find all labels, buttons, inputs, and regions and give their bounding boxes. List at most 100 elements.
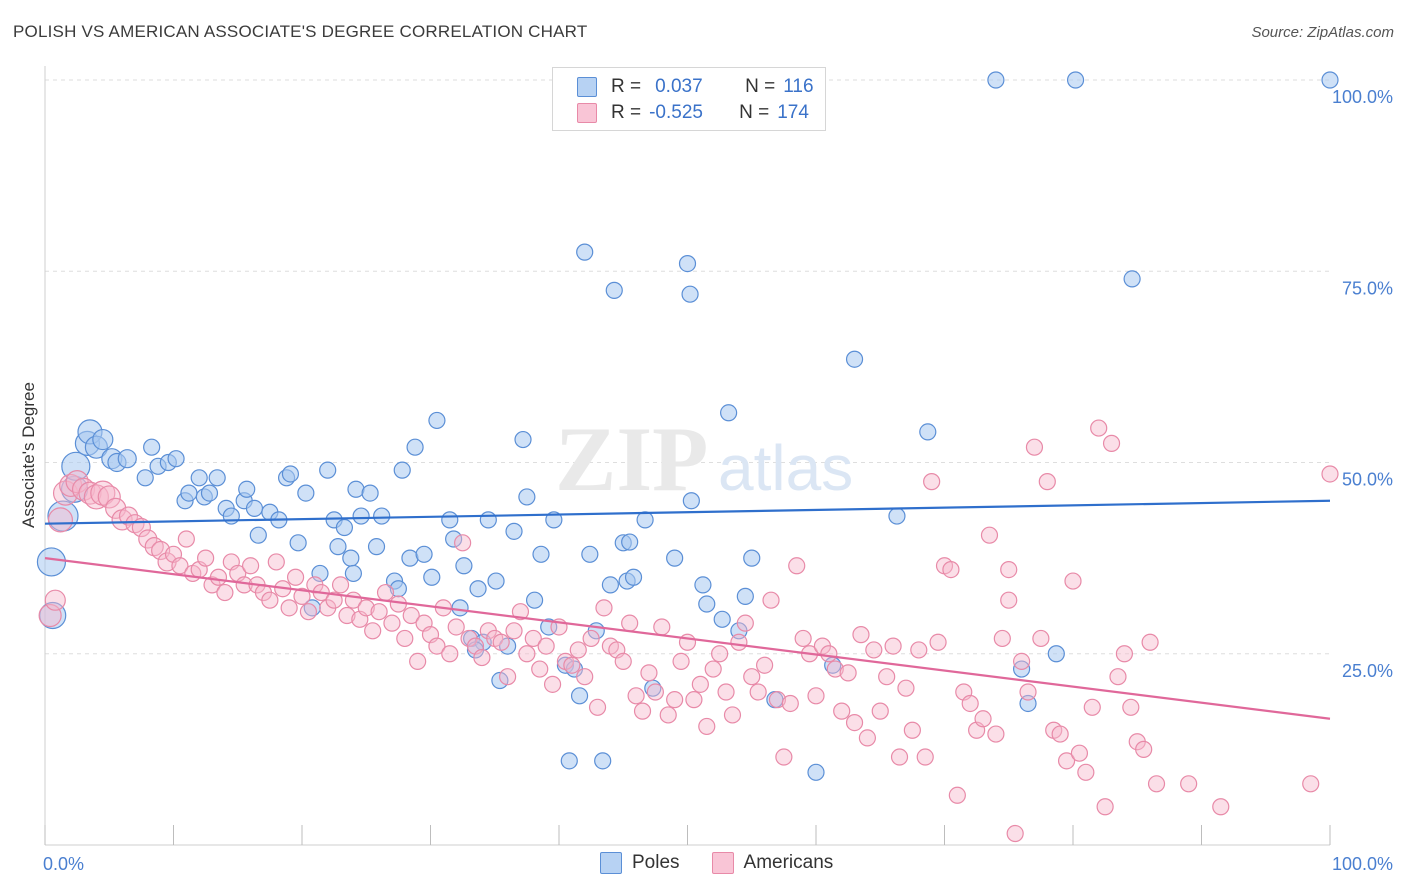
legend-row-americans: R = -0.525 N = 174 — [577, 101, 809, 125]
americans-point — [1109, 668, 1127, 686]
poles-point — [406, 438, 424, 456]
poles-point — [621, 533, 639, 551]
poles-point — [423, 568, 441, 586]
americans-point — [653, 618, 671, 636]
americans-point — [286, 568, 305, 586]
americans-point — [755, 656, 774, 674]
poles-point — [200, 484, 219, 502]
americans-point — [1077, 763, 1095, 781]
tick-labels: 25.0% 50.0% 75.0% 100.0% 0.0% 100.0% — [43, 87, 1393, 874]
chart-title: POLISH VS AMERICAN ASSOCIATE'S DEGREE CO… — [13, 22, 588, 41]
poles-point — [594, 752, 612, 770]
poles-point — [352, 507, 370, 525]
poles-point — [335, 518, 354, 537]
americans-point — [890, 748, 909, 766]
americans-point — [910, 641, 928, 659]
americans-point — [980, 526, 999, 544]
americans-point — [209, 568, 228, 586]
americans-point — [1096, 798, 1114, 816]
americans-point — [730, 633, 748, 651]
americans-point — [569, 641, 587, 659]
americans-point — [672, 652, 690, 671]
legend-r-value: 0.037 — [655, 76, 703, 97]
poles-point — [445, 530, 463, 548]
americans-point — [499, 668, 517, 686]
poles-point — [605, 281, 623, 299]
americans-point — [105, 497, 127, 519]
americans-point — [1180, 775, 1198, 793]
americans-point — [325, 591, 343, 609]
americans-point — [749, 683, 767, 701]
americans-point — [929, 633, 947, 651]
poles-point — [919, 423, 937, 441]
poles-point — [428, 411, 446, 430]
poles-point — [698, 595, 716, 613]
americans-point — [83, 484, 110, 510]
poles-point — [455, 557, 473, 575]
poles-point — [713, 610, 731, 628]
americans-point — [666, 691, 684, 709]
americans-point — [1135, 740, 1153, 758]
poles-point — [807, 763, 825, 781]
legend-r-label: R = — [611, 102, 642, 123]
poles-point — [532, 545, 550, 563]
americans-point — [1141, 633, 1159, 651]
americans-point — [402, 606, 420, 625]
americans-point — [524, 629, 542, 648]
americans-point — [884, 637, 902, 655]
poles-point — [514, 430, 532, 449]
poles-point — [344, 564, 362, 583]
poles-point — [581, 545, 599, 563]
americans-point — [820, 645, 838, 663]
americans-point — [723, 706, 742, 724]
y-tick-label: 50.0% — [1342, 470, 1393, 490]
poles-point — [518, 488, 536, 506]
americans-point — [691, 675, 709, 693]
poles-point — [61, 451, 91, 481]
americans-point — [543, 675, 562, 693]
y-tick-label: 75.0% — [1342, 278, 1393, 298]
americans-point — [923, 473, 941, 491]
americans-point — [633, 702, 652, 720]
poles-point — [570, 687, 589, 705]
americans-point — [1083, 698, 1101, 716]
americans-point — [1012, 652, 1031, 671]
americans-point — [781, 694, 799, 713]
americans-point — [71, 477, 96, 501]
poles-point — [180, 484, 198, 502]
americans-point — [299, 603, 318, 621]
americans-point — [357, 599, 375, 617]
watermark: ZIP atlas — [555, 408, 853, 510]
poles-point — [281, 465, 300, 483]
watermark-atlas: atlas — [718, 432, 853, 504]
americans-point — [138, 529, 158, 549]
y-axis-label: Associate's Degree — [19, 382, 38, 528]
poles-point — [505, 522, 523, 540]
poles-point — [319, 461, 337, 479]
americans-point — [376, 583, 395, 602]
americans-point — [1057, 752, 1076, 770]
americans-point — [1212, 798, 1230, 816]
americans-point — [492, 633, 510, 651]
poles-point — [601, 576, 620, 594]
americans-point — [1302, 775, 1320, 793]
americans-point — [267, 553, 285, 571]
americans-point — [1032, 629, 1050, 648]
poles-point — [736, 587, 754, 605]
x-tick-label: 100.0% — [1332, 854, 1393, 874]
americans-point — [428, 637, 446, 655]
bottom-legend-americans: Americans — [711, 852, 833, 874]
poles-point — [666, 549, 684, 567]
americans-point — [65, 470, 89, 494]
americans-point — [1115, 645, 1134, 663]
bottom-legend: Poles Americans — [600, 852, 865, 874]
americans-point — [242, 557, 260, 575]
americans-point — [717, 683, 735, 701]
poles-point — [469, 580, 487, 598]
americans-point — [916, 748, 934, 766]
poles-point — [190, 469, 208, 487]
americans-point — [47, 507, 74, 533]
poles-point — [682, 492, 700, 510]
poles-point — [136, 469, 154, 487]
watermark-zip: ZIP — [555, 408, 708, 510]
